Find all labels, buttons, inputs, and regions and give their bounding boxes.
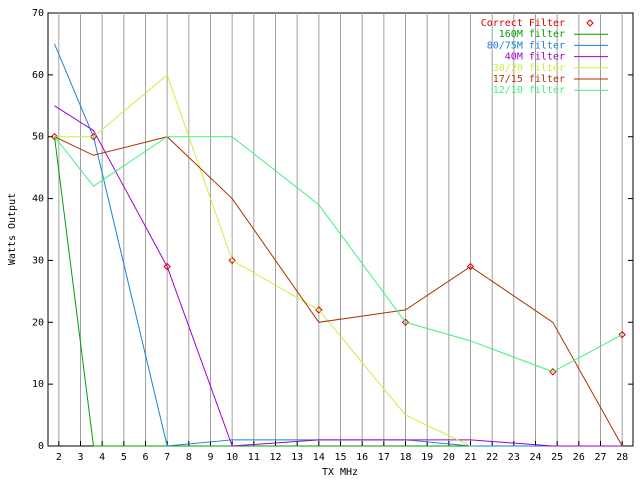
x-tick-label: 21 xyxy=(464,452,476,463)
x-tick-label: 18 xyxy=(399,452,411,463)
y-tick-label: 70 xyxy=(32,8,44,19)
x-tick-label: 11 xyxy=(248,452,260,463)
x-tick-label: 5 xyxy=(121,452,127,463)
series-line xyxy=(54,74,471,447)
series-line xyxy=(54,136,623,373)
series-line xyxy=(54,136,623,447)
x-tick-label: 15 xyxy=(334,452,346,463)
legend-label: 40M filter xyxy=(505,52,565,63)
y-tick-label: 30 xyxy=(32,255,44,266)
x-tick-label: 28 xyxy=(616,452,628,463)
legend-label: 80/75M filter xyxy=(487,40,565,51)
x-tick-label: 23 xyxy=(508,452,520,463)
data-point xyxy=(163,262,171,271)
x-tick-label: 10 xyxy=(226,452,238,463)
x-tick-label: 26 xyxy=(573,452,585,463)
series-line xyxy=(54,136,623,447)
legend-label: 12/10 filter xyxy=(493,85,565,96)
series-line xyxy=(54,43,623,447)
x-tick-label: 19 xyxy=(421,452,433,463)
legend-marker xyxy=(586,19,594,27)
legend-label: 30/20 filter xyxy=(493,63,565,74)
y-tick-label: 50 xyxy=(32,132,44,143)
x-tick-label: 12 xyxy=(269,452,281,463)
x-tick-label: 17 xyxy=(378,452,390,463)
x-tick-label: 3 xyxy=(77,452,83,463)
x-tick-label: 24 xyxy=(529,452,541,463)
x-axis-label: TX MHz xyxy=(322,467,358,478)
data-point xyxy=(466,262,475,271)
x-tick-label: 13 xyxy=(291,452,303,463)
x-tick-label: 25 xyxy=(551,452,563,463)
y-tick-label: 10 xyxy=(32,379,44,390)
legend-label: 17/15 filter xyxy=(493,74,565,85)
legend-label: Correct Filter xyxy=(481,18,565,29)
x-tick-label: 22 xyxy=(486,452,498,463)
data-point xyxy=(618,330,626,339)
y-tick-label: 0 xyxy=(38,441,44,452)
x-tick-label: 27 xyxy=(594,452,606,463)
x-tick-label: 9 xyxy=(207,452,213,463)
legend-label: 160M filter xyxy=(499,29,565,40)
data-point xyxy=(228,256,236,265)
x-tick-label: 2 xyxy=(56,452,62,463)
y-axis-label: Watts Output xyxy=(7,193,18,265)
x-tick-label: 6 xyxy=(142,452,148,463)
data-point xyxy=(89,133,98,141)
y-tick-label: 60 xyxy=(32,70,44,81)
y-tick-label: 20 xyxy=(32,317,44,328)
series-line xyxy=(54,105,623,447)
x-tick-label: 20 xyxy=(443,452,455,463)
data-point xyxy=(401,318,410,326)
x-tick-label: 8 xyxy=(186,452,192,463)
x-tick-label: 7 xyxy=(164,452,170,463)
y-tick-label: 40 xyxy=(32,194,44,205)
x-tick-label: 16 xyxy=(356,452,368,463)
x-tick-label: 4 xyxy=(99,452,105,463)
x-tick-label: 14 xyxy=(313,452,325,463)
